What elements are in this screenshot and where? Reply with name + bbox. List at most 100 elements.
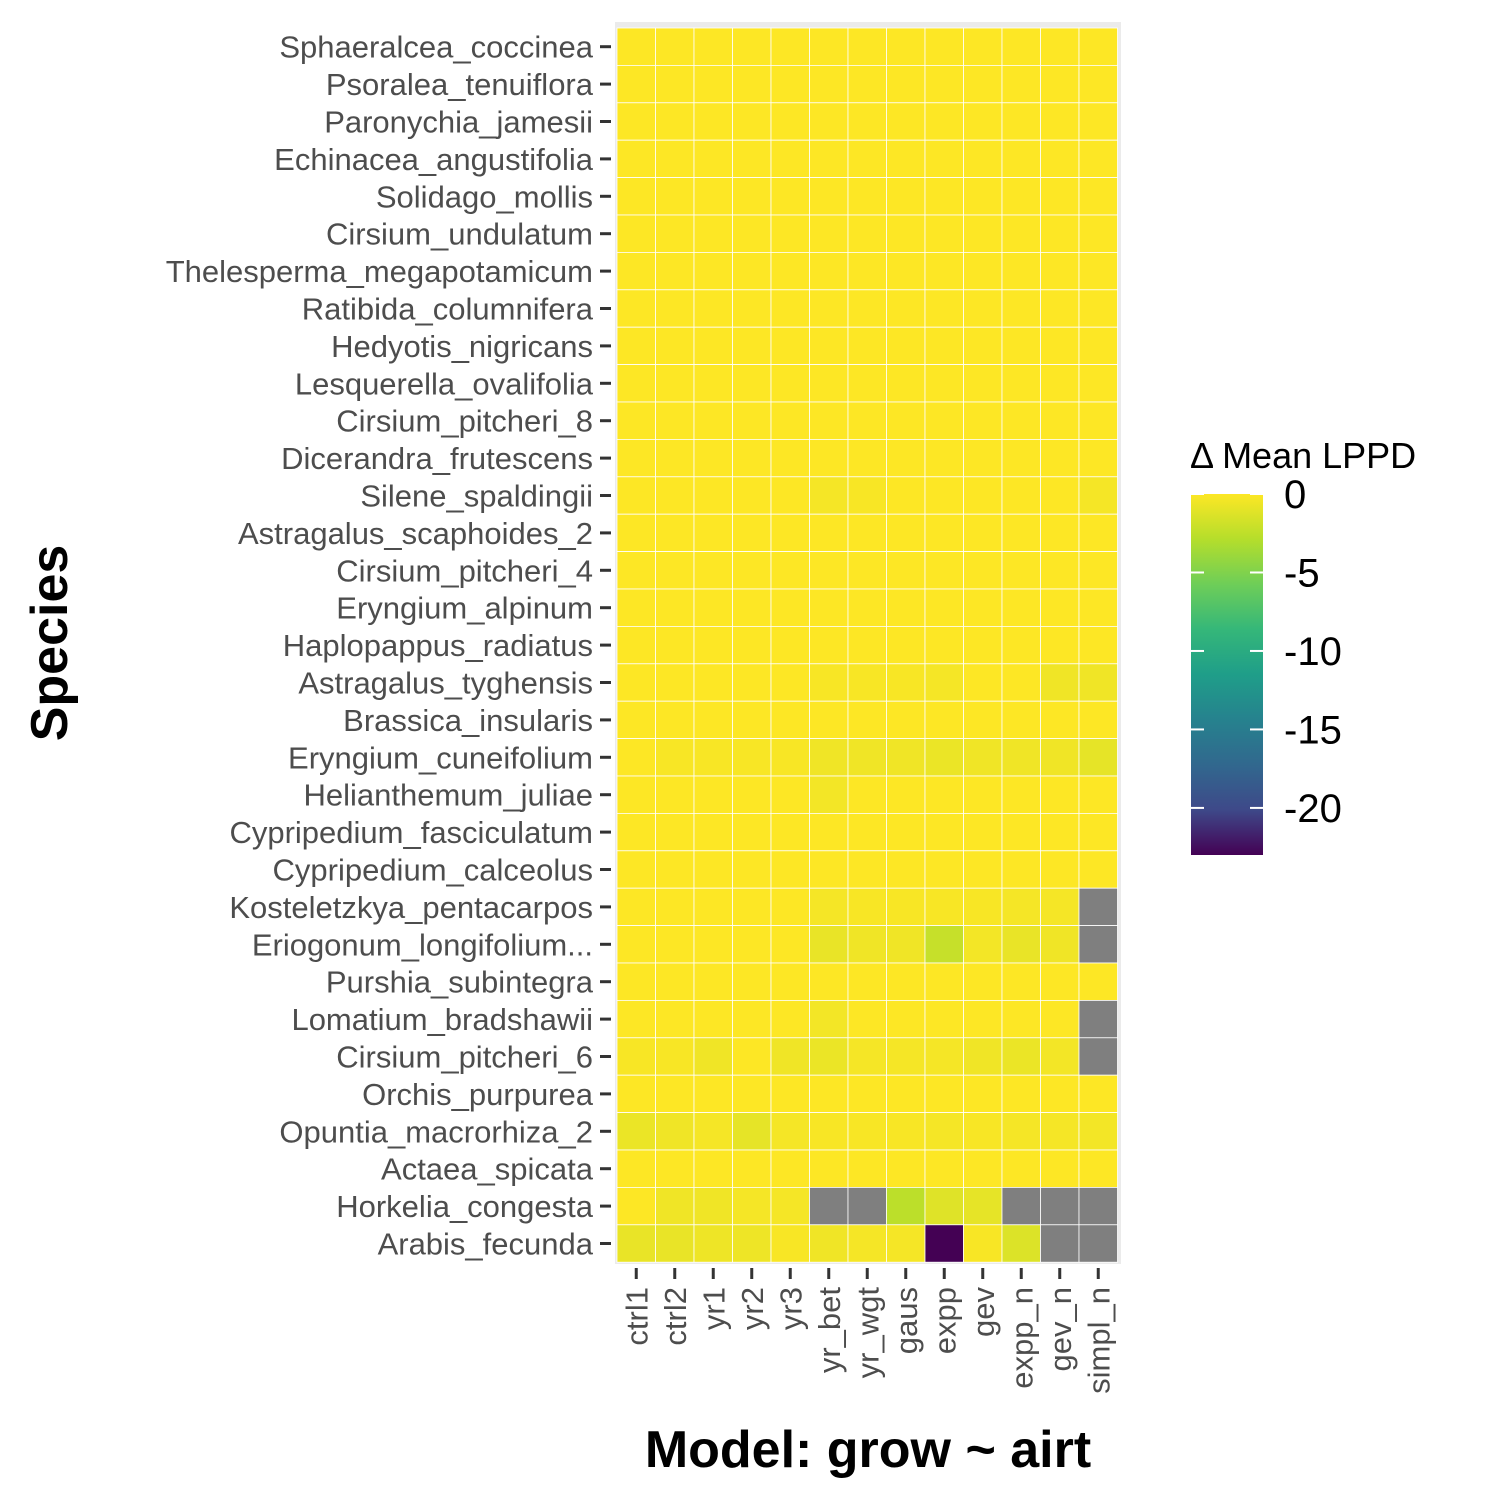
heatmap-cell [847, 626, 887, 665]
heatmap-cell [655, 1112, 695, 1151]
heatmap-cell [924, 663, 964, 702]
heatmap-cell [924, 139, 964, 178]
heatmap-cell [732, 326, 772, 366]
heatmap-cell [732, 1149, 772, 1188]
heatmap-cell [770, 289, 810, 328]
heatmap-cell [847, 1149, 887, 1188]
heatmap-cell [693, 139, 733, 178]
heatmap-cell [770, 738, 810, 777]
heatmap-cell [770, 214, 810, 253]
heatmap-cell [809, 700, 849, 740]
heatmap-cell [616, 887, 656, 927]
heatmap-cell [847, 775, 887, 814]
heatmap-cell [616, 214, 656, 253]
heatmap-cell [693, 65, 733, 104]
heatmap-cell [655, 1037, 695, 1076]
heatmap-cell [1001, 925, 1041, 964]
heatmap-cell [1040, 289, 1080, 328]
heatmap-cell [886, 1074, 926, 1113]
heatmap-cell [693, 887, 733, 927]
heatmap-cell [616, 850, 656, 889]
heatmap-cell [886, 214, 926, 253]
heatmap-cell [847, 139, 887, 178]
heatmap-cell [616, 27, 656, 66]
y-tick-label: Kosteletzkya_pentacarpos [229, 890, 593, 925]
heatmap-cell [732, 102, 772, 141]
heatmap-cell [886, 102, 926, 141]
heatmap-cell [963, 1224, 1003, 1263]
heatmap-cell [924, 65, 964, 104]
heatmap-cell [655, 1074, 695, 1113]
heatmap-cell [886, 364, 926, 403]
heatmap-cell [693, 214, 733, 253]
heatmap-cell [1001, 663, 1041, 702]
heatmap-cell [1078, 177, 1118, 216]
x-axis-tick-labels: ctrl1 ctrl2 yr1 yr2 yr3 yr_bet yr_wgt gaus expp g… [619, 1287, 1116, 1394]
heatmap-cell [770, 775, 810, 814]
heatmap-cell [1078, 251, 1118, 291]
heatmap-cell [963, 925, 1003, 964]
heatmap-cell [616, 65, 656, 104]
heatmap-cell [655, 813, 695, 852]
heatmap-cell [693, 289, 733, 328]
heatmap-cell [886, 663, 926, 702]
heatmap-cell [693, 813, 733, 852]
heatmap-cell [1001, 738, 1041, 777]
heatmap-cell [963, 1000, 1003, 1039]
heatmap-cell [1001, 1037, 1041, 1076]
heatmap-cell [655, 139, 695, 178]
heatmap-cell [809, 289, 849, 328]
heatmap-cell [732, 551, 772, 590]
heatmap-cell [963, 27, 1003, 66]
heatmap-cell [616, 289, 656, 328]
heatmap-cell [693, 27, 733, 66]
y-tick-label: Cirsium_pitcheri_8 [336, 404, 593, 439]
heatmap-cell [809, 588, 849, 627]
heatmap-cell [924, 1224, 964, 1263]
heatmap-cell [886, 1037, 926, 1076]
heatmap-cell [809, 850, 849, 889]
heatmap-cells [616, 27, 1118, 1263]
heatmap-cell [693, 588, 733, 627]
heatmap-cell [847, 513, 887, 553]
heatmap-cell [924, 476, 964, 515]
legend-ticks: 0 -5 -10 -15 -20 [1191, 473, 1342, 831]
y-tick-label: Cirsium_pitcheri_4 [336, 553, 593, 588]
heatmap-cell [886, 1224, 926, 1263]
heatmap-cell [732, 401, 772, 440]
legend: Δ Mean LPPD 0 -5 -10 -15 -20 [1190, 435, 1416, 855]
heatmap-cell [847, 588, 887, 627]
heatmap-cell [924, 551, 964, 590]
heatmap-cell [732, 813, 772, 852]
heatmap-cell [809, 551, 849, 590]
heatmap-cell [809, 1112, 849, 1151]
heatmap-cell [732, 65, 772, 104]
heatmap-cell [1001, 551, 1041, 590]
heatmap-cell [732, 27, 772, 66]
heatmap-cell [1001, 1149, 1041, 1188]
heatmap-cell [809, 401, 849, 440]
y-tick-label: Orchis_purpurea [362, 1077, 594, 1112]
heatmap-cell [809, 65, 849, 104]
heatmap-cell [963, 850, 1003, 889]
heatmap-cell [847, 738, 887, 777]
heatmap-cell [1040, 813, 1080, 852]
heatmap-cell [655, 364, 695, 403]
heatmap-cell [1078, 663, 1118, 702]
heatmap-cell [1040, 850, 1080, 889]
y-tick-label: Haplopappus_radiatus [283, 628, 593, 663]
heatmap-cell [924, 738, 964, 777]
heatmap-cell [809, 813, 849, 852]
heatmap-cell [1001, 626, 1041, 665]
heatmap-cell [770, 27, 810, 66]
heatmap-cell [1040, 364, 1080, 403]
heatmap-cell [770, 364, 810, 403]
heatmap-cell [770, 1187, 810, 1226]
heatmap-cell [655, 27, 695, 66]
heatmap-cell [809, 251, 849, 291]
heatmap-cell [1078, 214, 1118, 253]
heatmap-cell [655, 438, 695, 478]
heatmap-cell [693, 962, 733, 1001]
heatmap-cell [616, 251, 656, 291]
